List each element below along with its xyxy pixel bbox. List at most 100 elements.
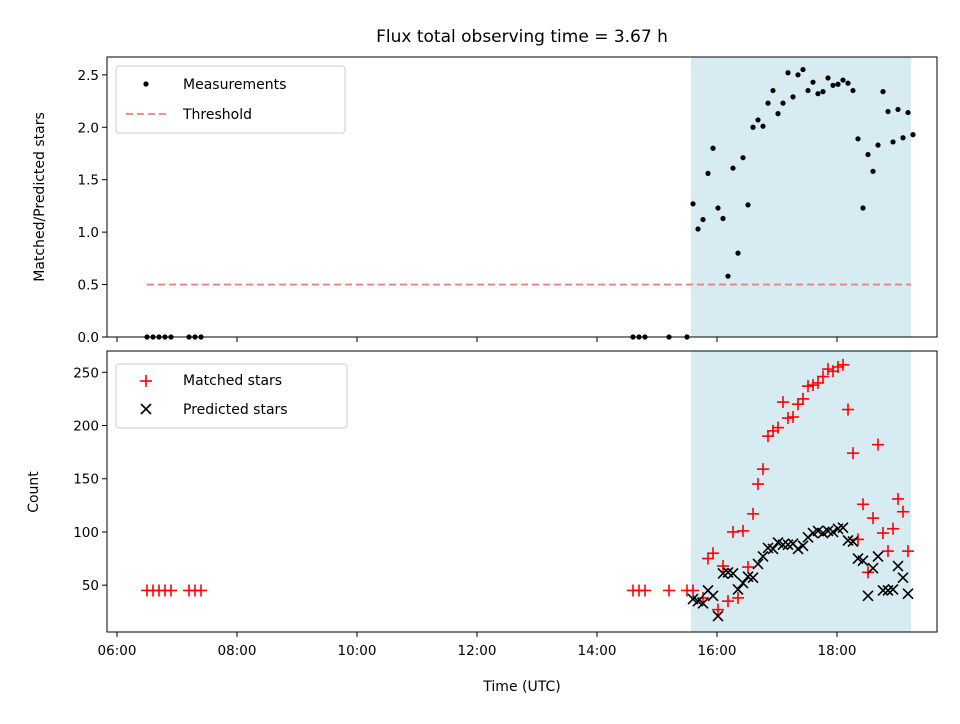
- y-top-tick-label: 1.0: [78, 225, 99, 241]
- legend-x-marker: [140, 403, 152, 415]
- matched-star-point: [777, 396, 789, 409]
- predicted-star-point: [827, 526, 839, 538]
- legend-label-matched: Matched stars: [183, 373, 282, 389]
- predicted-star-point: [747, 572, 759, 584]
- measurement-point: [875, 142, 881, 148]
- panel-ratio: 0.0 0.5 1.0 1.5 2.0 2.5 Matched/Predicted sta…: [32, 56, 938, 346]
- predicted-star-point: [757, 550, 769, 562]
- matched-star-point: [822, 363, 834, 376]
- measurement-point: [860, 205, 866, 211]
- matched-star-point: [837, 358, 849, 371]
- legend-dot-marker: [143, 81, 149, 87]
- measurement-point: [840, 77, 846, 83]
- matched-star-point: [772, 421, 784, 434]
- matched-star-point: [707, 547, 719, 560]
- measurement-point: [770, 87, 776, 94]
- x-tick-label: 06:00: [98, 643, 137, 659]
- measurement-point: [690, 201, 696, 207]
- matched-star-point: [702, 552, 714, 565]
- predicted-star-point: [767, 543, 779, 555]
- predicted-star-point: [862, 590, 874, 602]
- measurement-point: [895, 106, 901, 113]
- measurement-point: [750, 124, 756, 130]
- matched-star-point: [732, 591, 744, 604]
- y-bottom-tick-label: 150: [73, 472, 99, 488]
- panel-counts: 50 100 150 200 250 06:00 08:00 10:00 12:00 14:00…: [26, 350, 938, 695]
- measurement-point: [780, 100, 786, 106]
- y-top-tick-label: 2.5: [78, 68, 99, 84]
- measurement-point: [900, 135, 906, 141]
- matched-star-point: [747, 507, 759, 520]
- predicted-star-point: [792, 543, 804, 555]
- matched-star-point: [802, 380, 814, 393]
- matched-star-point: [195, 584, 207, 597]
- matched-star-point: [712, 603, 724, 616]
- measurement-point: [720, 215, 726, 222]
- matched-star-point: [792, 398, 804, 411]
- y-bottom-tick-label: 100: [73, 525, 99, 541]
- predicted-star-point: [727, 567, 739, 580]
- measurement-point: [715, 205, 721, 211]
- x-tick-label: 12:00: [458, 643, 497, 659]
- matched-star-point: [727, 525, 739, 538]
- measurement-point: [700, 216, 706, 223]
- matched-star-point: [757, 463, 769, 476]
- matched-star-point: [687, 584, 699, 597]
- measurement-point: [890, 139, 896, 145]
- matched-star-point: [717, 560, 729, 573]
- measurement-point: [835, 81, 841, 87]
- x-axis-label: Time (UTC): [482, 679, 560, 695]
- matched-star-point: [892, 492, 904, 505]
- predicted-star-point: [697, 597, 709, 609]
- y-bottom-tick-label: 200: [73, 419, 99, 435]
- x-tick-label: 14:00: [578, 643, 617, 659]
- predicted-star-point: [857, 555, 869, 567]
- axes-frame-bottom: [106, 350, 938, 633]
- y-bottom-tick-label: 250: [73, 365, 99, 381]
- measurement-point: [740, 155, 746, 161]
- matched-star-point: [663, 584, 675, 597]
- matched-star-point: [897, 505, 909, 518]
- matched-star-point: [807, 379, 819, 392]
- measurement-point: [825, 75, 831, 81]
- legend-plus-marker: [140, 375, 152, 387]
- y-top-tick-label: 0.5: [78, 278, 99, 294]
- predicted-star-point: [902, 588, 914, 600]
- measurement-point: [730, 165, 736, 171]
- measurement-point: [775, 111, 781, 117]
- matched-star-point: [902, 545, 914, 558]
- chart-title: Flux total observing time = 3.67 h: [376, 27, 668, 47]
- predicted-star-point: [707, 590, 719, 602]
- measurement-point: [885, 108, 891, 115]
- measurement-point: [845, 80, 851, 86]
- predicted-star-point: [837, 522, 849, 534]
- measurement-point: [805, 87, 811, 94]
- measurement-point: [905, 109, 911, 116]
- measurement-point: [790, 94, 796, 100]
- y-bottom-tick-label: 50: [82, 578, 99, 594]
- predicted-star-points: [687, 522, 914, 622]
- measurement-point: [725, 273, 731, 279]
- matched-star-point: [762, 430, 774, 443]
- matched-star-point: [832, 360, 844, 373]
- matched-star-point: [737, 524, 749, 537]
- predicted-star-point: [887, 583, 899, 595]
- legend-label-predicted: Predicted stars: [183, 402, 288, 418]
- matched-star-point: [752, 478, 764, 491]
- matched-star-point: [857, 498, 869, 511]
- y-ticks-top: 0.0 0.5 1.0 1.5 2.0 2.5: [78, 68, 107, 346]
- measurement-point: [785, 70, 791, 76]
- matched-star-point: [867, 512, 879, 525]
- predicted-star-point: [737, 577, 749, 589]
- predicted-star-point: [892, 560, 904, 572]
- x-tick-label: 18:00: [818, 643, 857, 659]
- y-top-tick-label: 2.0: [78, 120, 99, 136]
- matched-star-point: [639, 584, 651, 597]
- matched-star-point: [812, 376, 824, 389]
- matched-star-point: [872, 438, 884, 451]
- matched-star-point: [787, 410, 799, 423]
- measurement-point: [830, 82, 836, 88]
- predicted-star-point: [777, 539, 789, 551]
- measurement-point: [820, 89, 826, 95]
